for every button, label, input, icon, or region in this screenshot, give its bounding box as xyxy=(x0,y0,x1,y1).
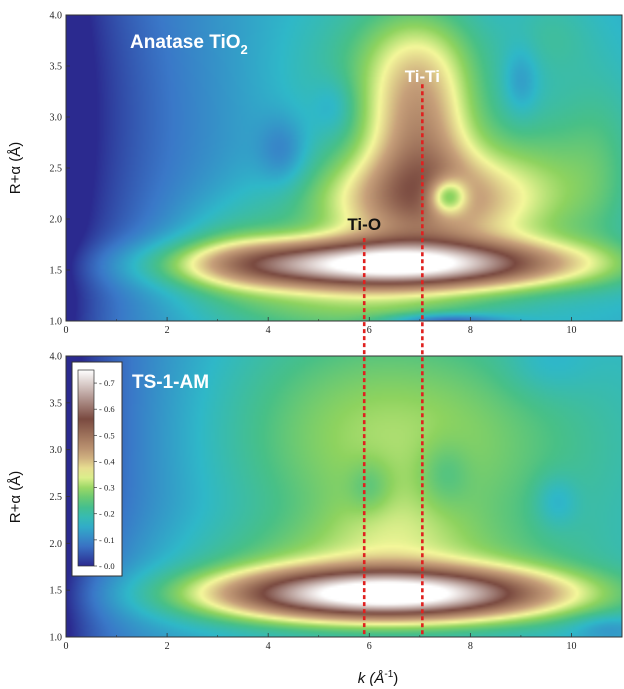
colorbar-tick-label: - 0.3 xyxy=(99,483,115,493)
x-tick-label: 8 xyxy=(468,641,473,652)
top-panel-title: Anatase TiO2 xyxy=(130,32,248,57)
y-tick-label: 1.5 xyxy=(50,266,63,277)
x-tick-label: 8 xyxy=(468,325,473,336)
y-tick-label: 1.5 xyxy=(50,586,63,597)
x-tick-label: 10 xyxy=(566,641,576,652)
y-tick-label: 3.5 xyxy=(50,62,63,73)
x-tick-label: 0 xyxy=(64,641,69,652)
colorbar-tick-label: - 0.2 xyxy=(99,509,115,519)
top-panel: 0 2 4 6 8 10 1.0 1.5 2.0 2.5 3.0 3.5 4.0 Anatase TiO… xyxy=(7,11,623,337)
y-tick-label: 3.0 xyxy=(50,445,63,456)
bottom-tick-group: 0 2 4 6 8 10 1.0 1.5 2.0 2.5 3.0 3.5 4.0 xyxy=(50,352,577,653)
y-tick-label: 2.5 xyxy=(50,164,63,175)
y-tick-label: 2.0 xyxy=(50,539,63,550)
colorbar-tick-label: - 0.5 xyxy=(99,430,115,440)
y-tick-label: 4.0 xyxy=(50,352,63,363)
y-tick-label: 1.0 xyxy=(50,317,63,328)
y-tick-label: 4.0 xyxy=(50,11,63,22)
ti-ti-annotation: Ti-Ti xyxy=(405,67,440,86)
bottom-panel-title: TS-1-AM xyxy=(132,372,209,393)
x-tick-label: 0 xyxy=(64,325,69,336)
x-tick-label: 10 xyxy=(566,325,576,336)
colorbar-tick-label: - 0.0 xyxy=(99,561,115,571)
colorbar-gradient xyxy=(77,369,95,567)
top-y-axis-title: R+α (Å) xyxy=(7,142,24,194)
top-heatmap xyxy=(66,15,622,321)
y-tick-label: 2.0 xyxy=(50,215,63,226)
colorbar-tick-group: - 0.0 - 0.1 - 0.2 - 0.3 - 0.4 - 0.5 - 0.6 - 0.7 xyxy=(94,378,115,571)
colorbar-tick-label: - 0.6 xyxy=(99,404,115,414)
colorbar-tick-label: - 0.1 xyxy=(99,535,115,545)
ti-o-annotation: Ti-O xyxy=(347,215,381,234)
colorbar-tick-label: - 0.4 xyxy=(99,456,115,466)
top-tick-group: 0 2 4 6 8 10 1.0 1.5 2.0 2.5 3.0 3.5 4.0 xyxy=(50,11,577,337)
y-tick-label: 3.5 xyxy=(50,398,63,409)
x-tick-label: 6 xyxy=(367,641,372,652)
x-tick-label: 2 xyxy=(165,641,170,652)
y-tick-label: 1.0 xyxy=(50,633,63,644)
x-axis-title: k (Å-1) xyxy=(358,669,399,687)
y-tick-label: 3.0 xyxy=(50,113,63,124)
x-tick-label: 4 xyxy=(266,641,271,652)
x-tick-label: 4 xyxy=(266,325,271,336)
colorbar: - 0.0 - 0.1 - 0.2 - 0.3 - 0.4 - 0.5 - 0.6 - 0.7 xyxy=(71,361,123,577)
y-tick-label: 2.5 xyxy=(50,492,63,503)
x-tick-label: 2 xyxy=(165,325,170,336)
bottom-y-axis-title: R+α (Å) xyxy=(7,471,24,523)
bottom-panel: 0 2 4 6 8 10 1.0 1.5 2.0 2.5 3.0 3.5 4.0 TS-1-AM R+α… xyxy=(7,352,623,687)
colorbar-tick-label: - 0.7 xyxy=(99,378,115,388)
bottom-heatmap xyxy=(66,356,622,637)
x-tick-label: 6 xyxy=(367,325,372,336)
